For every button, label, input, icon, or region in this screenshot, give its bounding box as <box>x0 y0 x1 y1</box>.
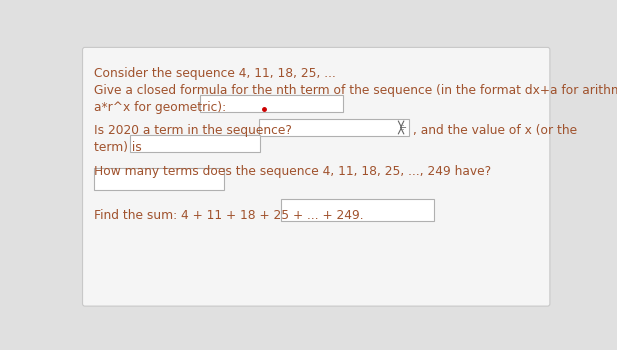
Text: , and the value of x (or the: , and the value of x (or the <box>413 124 577 138</box>
Bar <box>199 95 343 112</box>
Text: Is 2020 a term in the sequence?: Is 2020 a term in the sequence? <box>94 124 292 138</box>
Text: Consider the sequence 4, 11, 18, 25, ...: Consider the sequence 4, 11, 18, 25, ... <box>94 68 336 80</box>
Bar <box>281 199 434 220</box>
Text: Find the sum: 4 + 11 + 18 + 25 + ... + 249.: Find the sum: 4 + 11 + 18 + 25 + ... + 2… <box>94 209 364 222</box>
Text: How many terms does the sequence 4, 11, 18, 25, ..., 249 have?: How many terms does the sequence 4, 11, … <box>94 165 491 178</box>
Text: term) is: term) is <box>94 141 142 154</box>
Bar <box>94 168 225 190</box>
Text: ÷: ÷ <box>399 122 407 132</box>
Text: Give a closed formula for the nth term of the sequence (in the format dx+a for a: Give a closed formula for the nth term o… <box>94 84 617 97</box>
Text: a*r^x for geometric):: a*r^x for geometric): <box>94 100 226 113</box>
FancyBboxPatch shape <box>83 47 550 306</box>
Bar <box>259 119 409 136</box>
Bar <box>130 135 260 152</box>
